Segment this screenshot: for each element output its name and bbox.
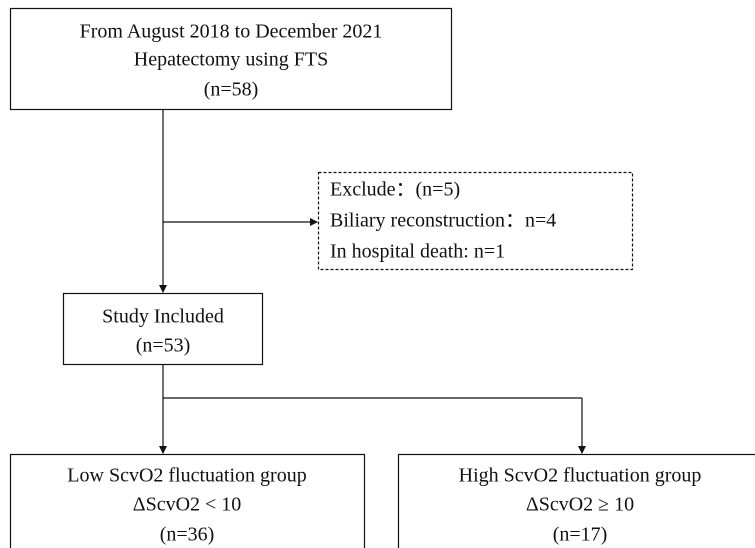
node-text: (n=53) — [136, 335, 191, 357]
box — [9, 7, 453, 111]
node-text: High ScvO2 fluctuation group — [459, 465, 702, 487]
node-text: In hospital death: n=1 — [330, 241, 505, 263]
node-text: (n=36) — [160, 524, 215, 546]
node-text: From August 2018 to December 2021 — [80, 21, 383, 43]
node-text: (n=58) — [204, 79, 259, 101]
node-text: ΔScvO2 < 10 — [133, 494, 242, 516]
box — [397, 453, 755, 548]
node-text: Low ScvO2 fluctuation group — [67, 465, 306, 487]
node-text: Hepatectomy using FTS — [134, 49, 328, 71]
box — [62, 292, 264, 366]
node-text: Exclude：(n=5) — [330, 179, 460, 201]
node-text: (n=17) — [553, 524, 608, 546]
box — [9, 453, 366, 548]
dashed-box — [317, 171, 634, 271]
node-text: ΔScvO2 ≥ 10 — [526, 494, 634, 516]
node-text: Study Included — [102, 306, 224, 328]
node-text: Biliary reconstruction：n=4 — [330, 210, 556, 232]
